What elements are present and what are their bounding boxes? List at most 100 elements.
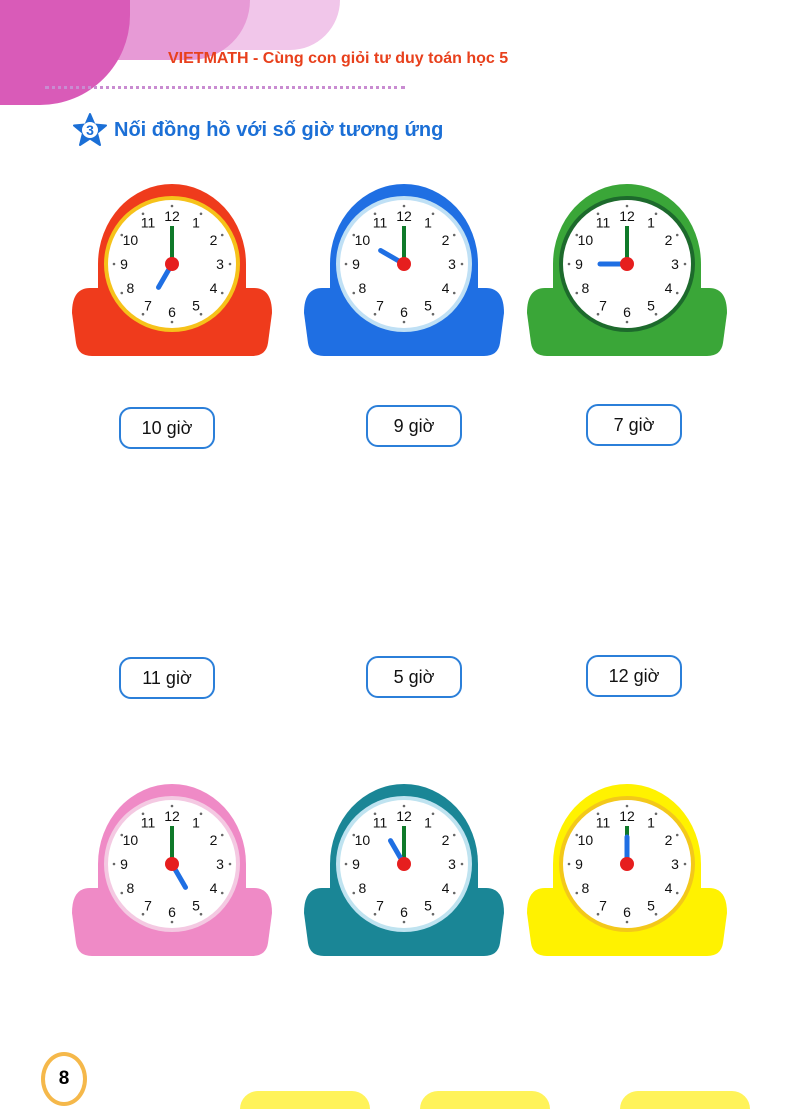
clock-numeral: 2 [665,232,673,248]
tick-dot [120,233,124,237]
tick-dot [112,862,116,866]
clock[interactable]: 1 2 3 4 5 6 7 8 9 10 11 12 [72,778,272,958]
clock-numeral: 6 [400,904,408,920]
clock[interactable]: 1 2 3 4 5 6 7 8 9 10 11 12 [527,178,727,358]
clock-numeral: 11 [373,814,388,830]
tick-dot [220,833,224,837]
clock-numeral: 4 [442,280,450,296]
tick-dot [625,320,629,324]
tick-dot [120,833,124,837]
page-number: 8 [41,1052,87,1106]
hour-label[interactable]: 12 giờ [586,655,682,697]
tick-dot [625,804,629,808]
clock-numeral: 11 [596,214,611,230]
tick-dot [625,920,629,924]
tick-dot [373,812,377,816]
tick-dot [654,312,658,316]
clock[interactable]: 1 2 3 4 5 6 7 8 9 10 11 12 [304,778,504,958]
task-number: 3 [86,122,94,138]
clock-numeral: 12 [619,808,635,824]
clock[interactable]: 1 2 3 4 5 6 7 8 9 10 11 12 [527,778,727,958]
tick-dot [199,812,203,816]
clock-numeral: 1 [424,814,432,830]
tick-dot [431,212,435,216]
task-title: Nối đồng hồ với số giờ tương ứng [114,118,444,141]
tick-dot [228,262,232,266]
clock-numeral: 10 [123,832,139,848]
clock-numeral: 4 [210,280,218,296]
clock-numeral: 1 [647,814,655,830]
dotted-divider [45,86,405,89]
tick-dot [170,204,174,208]
clock-numeral: 6 [623,304,631,320]
tick-dot [373,912,377,916]
clock-numeral: 5 [647,298,655,314]
clock-numeral: 7 [376,298,384,314]
tick-dot [373,312,377,316]
hour-label[interactable]: 9 giờ [366,405,462,447]
clock[interactable]: 1 2 3 4 5 6 7 8 9 10 11 12 [72,178,272,358]
clock-numeral: 3 [671,856,679,872]
clock-numeral: 12 [164,808,180,824]
clock-numeral: 6 [168,904,176,920]
tick-dot [344,862,348,866]
tick-dot [220,233,224,237]
decor-wave [620,1091,750,1109]
clock-numeral: 11 [596,814,611,830]
clock-numeral: 9 [352,256,360,272]
clock-numeral: 5 [424,298,432,314]
tick-dot [352,891,356,895]
tick-dot [675,291,679,295]
tick-dot [575,833,579,837]
tick-dot [402,920,406,924]
clock-numeral: 5 [192,898,200,914]
clock-numeral: 10 [123,232,139,248]
clock-numeral: 4 [442,880,450,896]
clock-numeral: 5 [192,298,200,314]
star-number-icon: 3 [72,112,108,148]
clock[interactable]: 1 2 3 4 5 6 7 8 9 10 11 12 [304,178,504,358]
clock-numeral: 6 [623,904,631,920]
clock-numeral: 3 [448,256,456,272]
tick-dot [402,320,406,324]
clock-center [165,857,179,871]
clock-numeral: 5 [424,898,432,914]
tick-dot [352,833,356,837]
hour-label[interactable]: 11 giờ [119,657,215,699]
tick-dot [683,262,687,266]
clock-numeral: 9 [120,256,128,272]
tick-dot [675,891,679,895]
clock-center [620,857,634,871]
tick-dot [460,262,464,266]
hour-label[interactable]: 7 giờ [586,404,682,446]
tick-dot [141,212,145,216]
clock-numeral: 6 [400,304,408,320]
clock-numeral: 10 [355,832,371,848]
clock-numeral: 12 [396,808,412,824]
clock-numeral: 11 [373,214,388,230]
tick-dot [625,204,629,208]
clock-numeral: 10 [578,832,594,848]
tick-dot [452,291,456,295]
clock-numeral: 5 [647,898,655,914]
clock-numeral: 2 [210,832,218,848]
tick-dot [596,812,600,816]
tick-dot [596,212,600,216]
header-title: VIETMATH - Cùng con giỏi tư duy toán học… [168,50,509,67]
clock-numeral: 8 [359,280,367,296]
hour-label[interactable]: 5 giờ [366,656,462,698]
tick-dot [120,291,124,295]
hour-label[interactable]: 10 giờ [119,407,215,449]
clock-numeral: 8 [359,880,367,896]
tick-dot [683,862,687,866]
tick-dot [170,320,174,324]
clock-numeral: 2 [442,232,450,248]
clock-numeral: 1 [647,214,655,230]
tick-dot [575,233,579,237]
tick-dot [654,212,658,216]
tick-dot [199,912,203,916]
tick-dot [596,912,600,916]
tick-dot [567,262,571,266]
clock-numeral: 8 [582,880,590,896]
clock-numeral: 11 [141,214,156,230]
